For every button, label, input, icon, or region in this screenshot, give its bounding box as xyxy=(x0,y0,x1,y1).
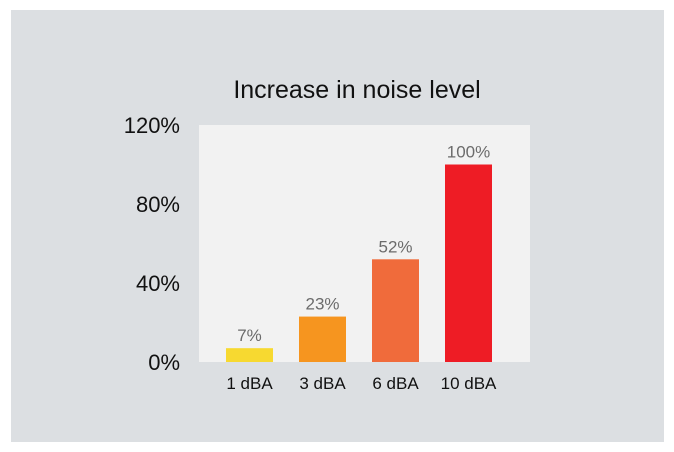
x-tick-label: 10 dBA xyxy=(441,374,497,393)
x-tick-label: 1 dBA xyxy=(226,374,273,393)
x-tick-label: 3 dBA xyxy=(299,374,346,393)
bar xyxy=(445,164,492,362)
y-axis: 0% 40% 80% 120% xyxy=(124,113,180,375)
bar xyxy=(226,348,273,362)
bar xyxy=(372,259,419,362)
chart-title: Increase in noise level xyxy=(233,76,480,104)
data-label: 100% xyxy=(447,143,490,162)
y-tick-label: 80% xyxy=(136,192,180,217)
data-label: 7% xyxy=(237,326,262,345)
x-tick-label: 6 dBA xyxy=(372,374,419,393)
bar xyxy=(299,316,346,362)
bars-group: 7% 23% 52% 100% xyxy=(226,143,492,362)
data-label: 52% xyxy=(378,237,412,256)
x-axis: 1 dBA 3 dBA 6 dBA 10 dBA xyxy=(226,374,497,393)
y-tick-label: 40% xyxy=(136,271,180,296)
data-label: 23% xyxy=(305,295,339,314)
y-tick-label: 120% xyxy=(124,113,180,138)
y-tick-label: 0% xyxy=(148,350,180,375)
